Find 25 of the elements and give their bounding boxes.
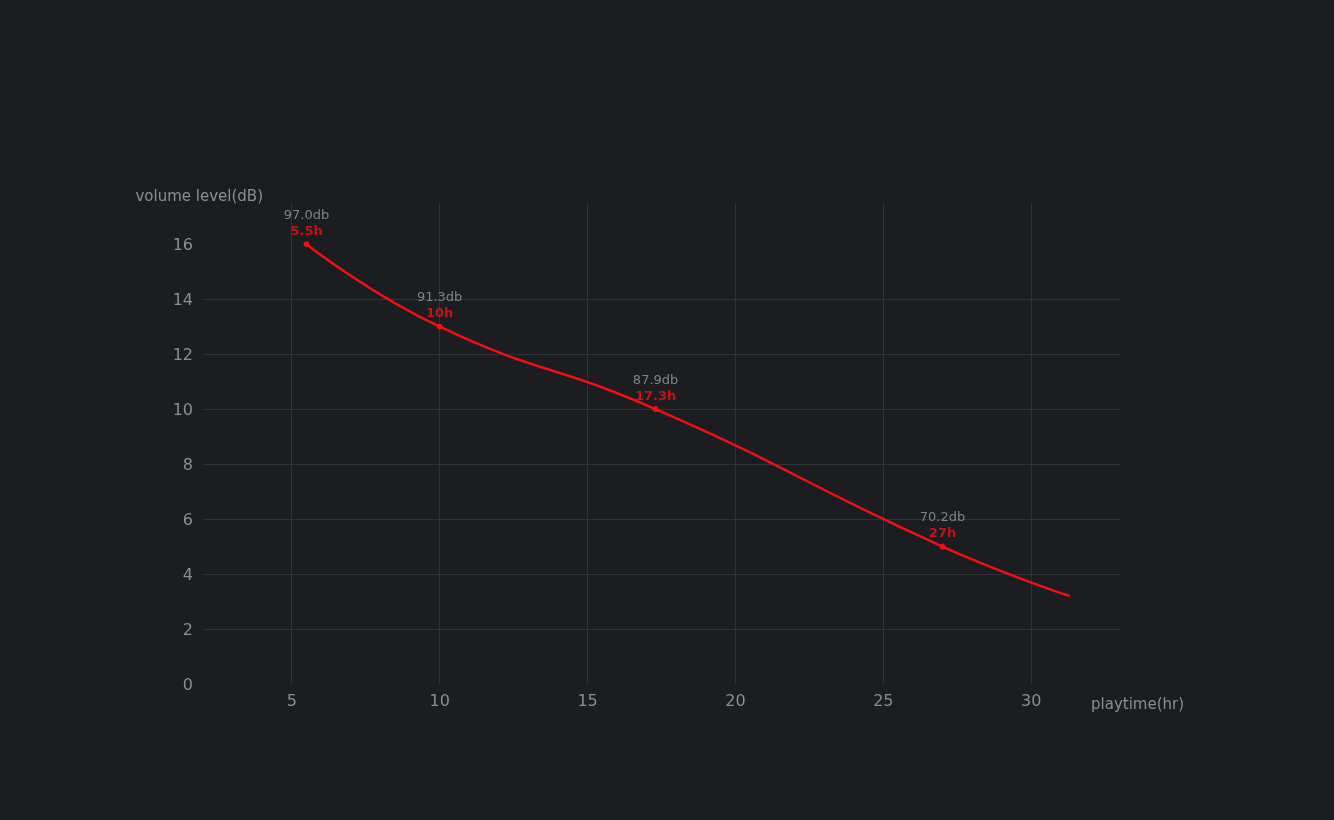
point — [939, 543, 946, 550]
x-tick-label: 10 — [429, 690, 450, 710]
y-axis-title: volume level(dB) — [135, 186, 263, 205]
y-tick-label: 6 — [182, 509, 193, 529]
point — [436, 323, 443, 330]
x-tick-label: 30 — [1021, 690, 1042, 710]
x-tick-label: 20 — [725, 690, 746, 710]
y-tick-label: 14 — [172, 289, 193, 309]
y-tick-label: 12 — [172, 344, 193, 364]
y-tick-label: 2 — [182, 619, 193, 639]
x-tick-label: 25 — [873, 690, 894, 710]
y-tick-label: 0 — [182, 674, 193, 694]
y-tick-label: 10 — [172, 399, 193, 419]
point — [303, 241, 310, 248]
annotation: 70.2db 27h — [919, 509, 966, 541]
y-tick-label: 4 — [182, 564, 193, 584]
y-tick-label: 16 — [172, 234, 193, 254]
annotation: 87.9db 17.3h — [632, 371, 679, 403]
y-tick-label: 8 — [182, 454, 193, 474]
point — [652, 406, 659, 413]
x-tick-label: 15 — [577, 690, 598, 710]
x-axis-title: playtime(hr) — [1091, 694, 1185, 713]
x-tick-label: 5 — [286, 690, 297, 710]
annotation: 91.3db 10h — [416, 289, 463, 321]
annotation: 97.0db 5.5h — [283, 206, 330, 238]
